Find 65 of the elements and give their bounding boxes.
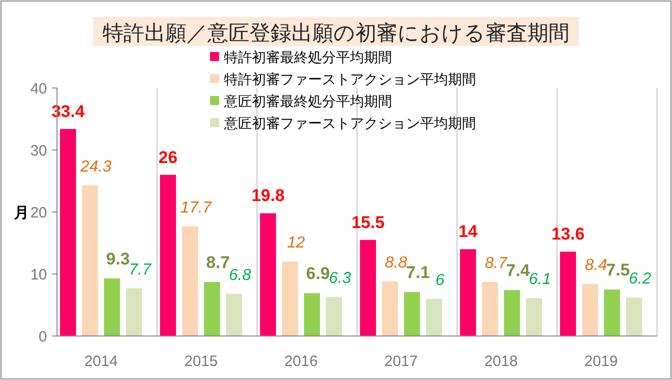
bar [160,174,176,336]
x-tick-label: 2019 [584,353,618,370]
y-tick-label: 40 [30,80,47,98]
bar [60,128,76,336]
bar [604,290,620,336]
legend-label: 特許初審ファーストアクション平均期間 [224,70,476,87]
x-tick-label: 2015 [184,353,218,370]
y-tick-label: 10 [30,266,47,284]
data-label: 7.7 [128,261,152,278]
bar [104,278,120,336]
bar [582,284,598,336]
data-label: 13.6 [551,224,585,244]
bar [282,262,298,336]
data-label: 6.1 [528,271,552,288]
bar [204,282,220,336]
bar [560,252,576,336]
x-tick-label: 2017 [384,353,418,370]
x-tick-label: 2018 [484,353,518,370]
data-label: 7.1 [406,262,430,282]
x-tick-label: 2014 [84,353,118,370]
data-label: 8.8 [384,254,408,272]
bar [460,249,476,336]
bar [404,292,420,336]
bar [304,293,320,336]
data-label: 8.7 [206,253,230,272]
data-label: 8.7 [484,255,508,272]
bar [504,290,520,336]
data-label: 24.3 [79,158,112,176]
data-label: 7.4 [506,261,530,280]
data-label: 9.3 [106,249,130,268]
y-tick-label: 20 [30,204,47,222]
bar [182,226,198,336]
bar [126,288,142,336]
data-label: 8.4 [584,256,608,274]
data-label: 33.4 [51,102,86,121]
data-label: 14 [458,222,478,242]
bar [82,185,98,336]
bar [260,213,276,336]
bar [326,296,342,336]
data-label: 7.5 [606,260,630,280]
legend-label: 意匠初審最終処分平均期間 [223,92,392,109]
bar [226,294,242,336]
bar [382,281,398,336]
data-label: 6.8 [228,266,252,284]
data-label: 6 [436,272,445,289]
legend-label: 意匠初審ファーストアクション平均期間 [223,114,476,131]
data-label: 6.3 [328,270,352,287]
chart-title: 特許出願／意匠登録出願の初審における審査期間 [102,22,570,45]
y-tick-label: 30 [30,142,47,160]
bar [482,282,498,336]
bar [360,240,376,336]
bar [526,298,542,336]
y-axis-title: 月 [13,204,29,222]
data-label: 15.5 [351,212,385,232]
data-label: 6.2 [628,270,652,288]
data-label: 17.7 [180,199,213,216]
x-tick-label: 2016 [284,353,318,370]
data-label: 6.9 [306,264,330,284]
legend-label: 特許初審最終処分平均期間 [224,48,392,65]
data-label: 12 [287,234,305,252]
bar [626,298,642,336]
data-label: 19.8 [251,186,285,206]
y-tick-label: 0 [38,328,47,346]
data-label: 26 [158,148,178,167]
bar [426,298,442,336]
